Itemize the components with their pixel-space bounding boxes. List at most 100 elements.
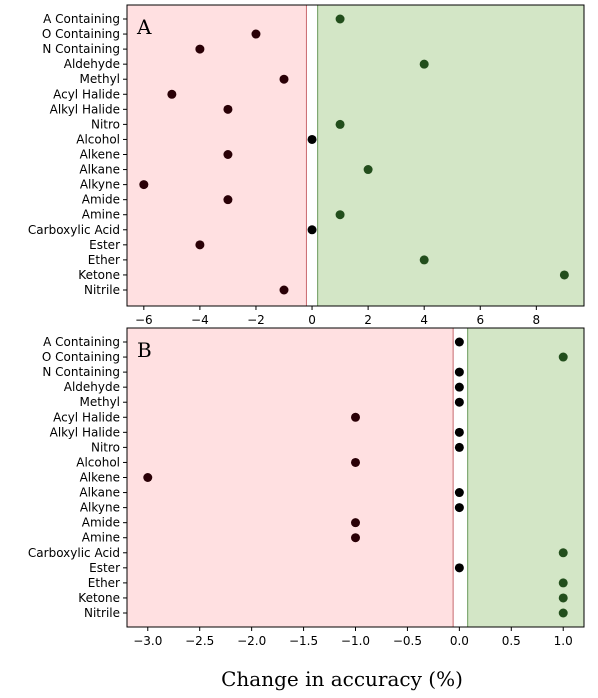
y-tick-label: Nitrile [84, 606, 120, 620]
y-tick-label: Alkyne [80, 178, 120, 192]
y-tick-label: Ketone [78, 591, 120, 605]
x-tick-label: −2.5 [185, 634, 214, 648]
y-tick-label: Alcohol [76, 132, 120, 146]
y-tick-label: Methyl [80, 395, 120, 409]
x-tick-label: −2.0 [237, 634, 266, 648]
data-point [454, 427, 464, 437]
data-point [223, 104, 233, 114]
x-tick-label: 8 [533, 313, 541, 327]
negative-region [126, 4, 307, 307]
positive-region [467, 327, 585, 628]
y-tick-label: Alkyne [80, 501, 120, 515]
y-tick-label: A Containing [43, 335, 120, 349]
data-point [335, 14, 345, 24]
data-point [558, 548, 568, 558]
y-tick-label: N Containing [42, 365, 120, 379]
panel-label: B [137, 338, 152, 362]
data-point [351, 412, 360, 422]
y-tick-label: Nitrile [84, 283, 120, 297]
y-tick-label: Aldehyde [64, 57, 120, 71]
positive-region [317, 4, 585, 307]
data-point [279, 74, 289, 84]
data-point [223, 195, 233, 205]
data-point [223, 150, 233, 159]
y-tick-label: Alkyl Halide [50, 425, 120, 439]
x-tick-label: −3.0 [133, 634, 162, 648]
x-tick-label: −0.5 [393, 634, 422, 648]
y-tick-label: Carboxylic Acid [28, 223, 120, 237]
y-tick-label: Alkane [79, 163, 120, 177]
y-tick-label: Carboxylic Acid [28, 546, 120, 560]
y-tick-label: Alkyl Halide [50, 102, 120, 116]
data-point [279, 285, 289, 295]
y-tick-label: Acyl Halide [53, 87, 120, 101]
y-tick-label: Ester [89, 561, 120, 575]
x-tick-label: 2 [364, 313, 372, 327]
y-tick-label: Aldehyde [64, 380, 120, 394]
data-point [363, 165, 373, 175]
y-tick-label: Ester [89, 238, 120, 252]
y-tick-label: Amine [82, 208, 120, 222]
y-tick-label: O Containing [42, 27, 120, 41]
x-tick-label: −2 [247, 313, 265, 327]
y-tick-label: Acyl Halide [53, 410, 120, 424]
data-point [167, 89, 177, 99]
x-tick-label: 0.0 [450, 634, 469, 648]
x-tick-label: 0 [308, 313, 316, 327]
x-tick-label: −6 [135, 313, 153, 327]
data-point [419, 255, 429, 265]
y-tick-label: Alkene [80, 148, 120, 162]
y-tick-label: Nitro [91, 440, 120, 454]
data-point [454, 503, 464, 513]
y-tick-label: Amide [82, 516, 120, 530]
y-tick-label: Ether [88, 253, 120, 267]
data-point [307, 134, 317, 144]
x-tick-label: 4 [420, 313, 428, 327]
y-tick-label: A Containing [43, 12, 120, 26]
y-tick-label: Amide [82, 193, 120, 207]
data-point [143, 473, 153, 482]
x-tick-label: −4 [191, 313, 209, 327]
x-axis-label: Change in accuracy (%) [221, 667, 463, 691]
data-point [351, 518, 360, 528]
data-point [558, 608, 568, 618]
y-tick-label: Methyl [80, 72, 120, 86]
data-point [335, 119, 345, 129]
data-point [454, 337, 464, 347]
data-point [454, 382, 464, 392]
data-point [454, 367, 464, 377]
x-tick-label: 1.0 [554, 634, 573, 648]
y-tick-label: Alkane [79, 486, 120, 500]
data-point [454, 397, 464, 407]
panel-label: A [136, 15, 152, 39]
data-point [195, 240, 205, 250]
data-point [419, 59, 429, 69]
negative-region [126, 327, 454, 628]
x-tick-label: 6 [476, 313, 484, 327]
y-tick-label: O Containing [42, 350, 120, 364]
y-tick-label: Alkene [80, 471, 120, 485]
data-point [454, 442, 464, 452]
x-tick-label: −1.5 [289, 634, 318, 648]
x-tick-label: −1.0 [341, 634, 370, 648]
data-point [335, 210, 345, 220]
data-point [307, 225, 317, 235]
x-tick-label: 0.5 [502, 634, 521, 648]
data-point [559, 270, 569, 280]
data-point [558, 578, 568, 588]
y-tick-label: Ether [88, 576, 120, 590]
y-tick-label: Ketone [78, 268, 120, 282]
data-point [454, 563, 464, 573]
y-tick-label: N Containing [42, 42, 120, 56]
data-point [454, 488, 464, 498]
y-tick-label: Nitro [91, 117, 120, 131]
data-point [139, 180, 149, 190]
axes-frame [126, 4, 585, 307]
data-point [351, 533, 360, 543]
data-point [558, 352, 568, 362]
data-point [351, 457, 360, 467]
data-point [558, 593, 568, 603]
